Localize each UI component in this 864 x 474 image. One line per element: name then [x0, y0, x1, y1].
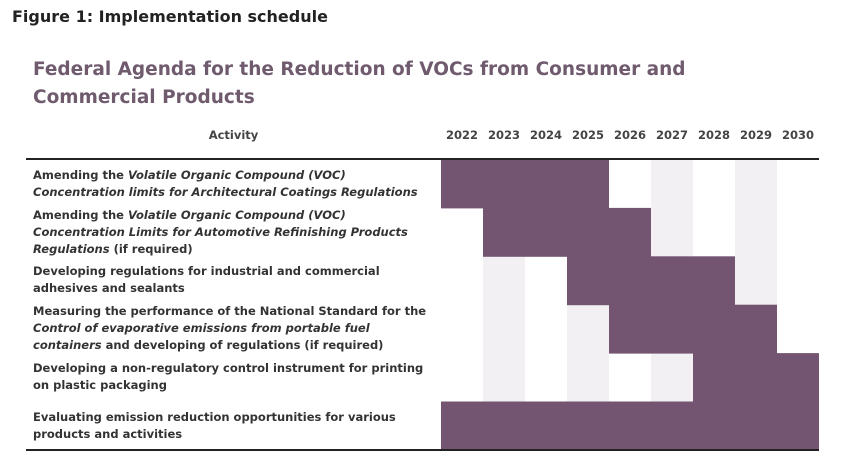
activity-text: (if required): [109, 241, 193, 256]
year-header: 2023: [487, 128, 520, 142]
activity-text: Developing regulations for industrial an…: [33, 264, 380, 296]
year-header: 2029: [739, 128, 772, 142]
activity-text: Developing a non-regulatory control inst…: [33, 361, 424, 393]
gantt-bar: [483, 207, 651, 257]
activity-text: Measuring the performance of the Nationa…: [33, 304, 427, 319]
bottom-rule: [26, 449, 819, 451]
gantt-bar: [441, 159, 609, 209]
gantt-bar: [693, 353, 819, 402]
activity-label: Amending the Volatile Organic Compound (…: [33, 160, 438, 208]
activity-label: Developing regulations for industrial an…: [33, 256, 438, 304]
year-header: 2028: [697, 128, 730, 142]
year-header: 2025: [571, 128, 604, 142]
activity-label: Developing a non-regulatory control inst…: [33, 353, 438, 401]
year-header: 2024: [529, 128, 562, 142]
activity-text: Amending the: [33, 207, 128, 222]
year-header: 2022: [445, 128, 478, 142]
year-header: 2027: [655, 128, 688, 142]
figure-title: Figure 1: Implementation schedule: [12, 7, 328, 26]
year-header: 2026: [613, 128, 646, 142]
gantt-bar: [441, 401, 819, 451]
activity-label: Evaluating emission reduction opportunit…: [33, 402, 438, 450]
activity-text: Volatile Organic Compound (VOC) Concentr…: [33, 167, 418, 199]
activity-text: and developing of regulations (if requir…: [101, 338, 384, 353]
gantt-bar: [609, 304, 777, 354]
header-rule: [26, 158, 819, 160]
activity-text: Volatile Organic Compound (VOC) Concentr…: [33, 207, 408, 256]
year-header: 2030: [781, 128, 814, 142]
activity-label: Amending the Volatile Organic Compound (…: [33, 208, 438, 256]
activity-text: Control of evaporative emissions from po…: [33, 321, 370, 353]
activity-text: Amending the: [33, 167, 128, 182]
chart-title: Federal Agenda for the Reduction of VOCs…: [33, 59, 686, 108]
activity-header: Activity: [208, 128, 259, 142]
gantt-bar: [567, 256, 735, 306]
activity-text: Evaluating emission reduction opportunit…: [33, 409, 396, 441]
activity-label: Measuring the performance of the Nationa…: [33, 304, 438, 353]
